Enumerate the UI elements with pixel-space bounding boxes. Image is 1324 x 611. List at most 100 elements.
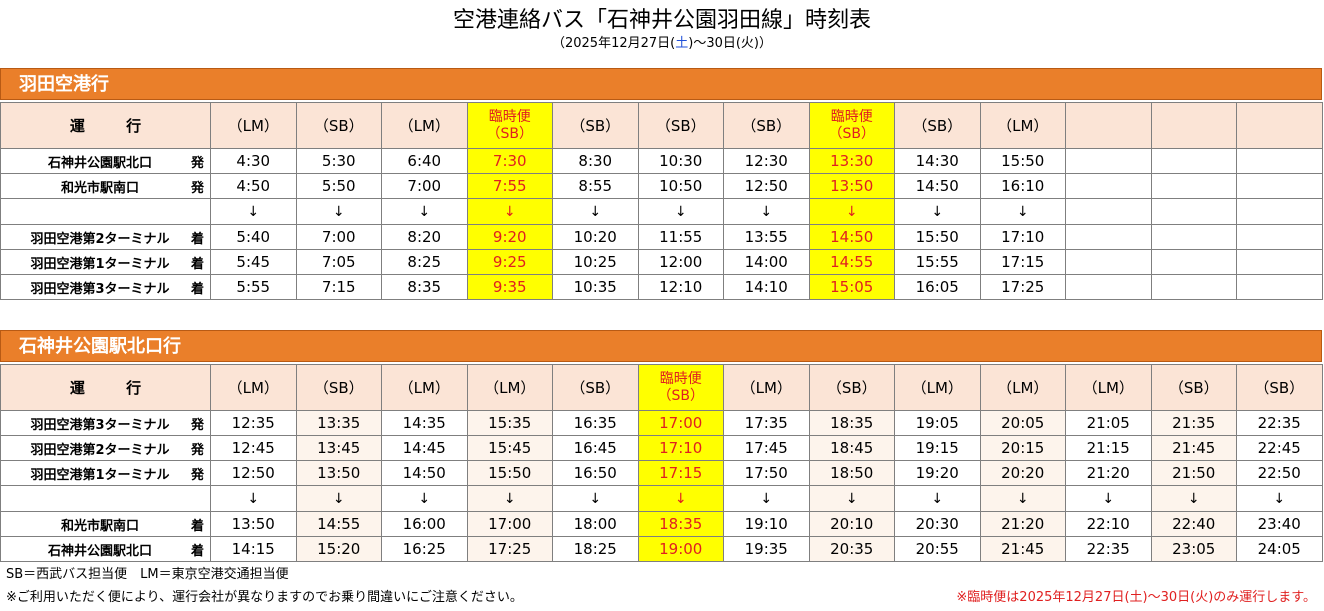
time-cell: 21:20 [979, 511, 1066, 537]
stop-name: 着羽田空港第3ターミナル [0, 274, 211, 300]
time-cell: 15:35 [466, 410, 553, 436]
time-cell: ↓ [466, 198, 553, 225]
time-cell: ↓ [723, 485, 810, 512]
time-cell: 14:45 [381, 435, 468, 461]
time-cell: ↓ [979, 198, 1066, 225]
time-cell: 15:45 [466, 435, 553, 461]
time-cell: 15:55 [894, 249, 981, 275]
stop-name: 着和光市駅南口 [0, 511, 211, 537]
table-row: 着石神井公園駅北口 14:15 15:20 16:25 17:25 18:25 19:00 1… [0, 536, 1323, 562]
time-cell: ↓ [381, 198, 468, 225]
arrow-row: ↓ ↓ ↓ ↓ ↓ ↓ ↓ ↓ ↓ ↓ ↓ ↓ ↓ [0, 485, 1323, 512]
time-cell: 10:50 [637, 173, 724, 199]
time-cell: 7:15 [295, 274, 382, 300]
time-cell: 19:15 [894, 435, 981, 461]
time-cell: 16:05 [894, 274, 981, 300]
time-cell: ↓ [1065, 485, 1152, 512]
time-cell: ↓ [552, 485, 639, 512]
time-cell: 20:15 [979, 435, 1066, 461]
table-row: 着和光市駅南口 13:50 14:55 16:00 17:00 18:00 18:35 19:… [0, 511, 1323, 537]
time-cell [1065, 249, 1152, 275]
timetable-haneda: 運 行（LM） （SB） （LM） 臨時便 （SB） （SB） （SB） （SB） 臨時便 （SB… [0, 102, 1323, 300]
time-cell: ↓ [723, 198, 810, 225]
operator-legend: SB＝西武バス担当便 LM＝東京空港交通担当便 [6, 567, 289, 582]
time-cell [1150, 198, 1237, 225]
time-cell: 16:35 [552, 410, 639, 436]
time-cell: 7:30 [466, 148, 553, 174]
time-cell [1236, 249, 1323, 275]
time-cell: 21:15 [1065, 435, 1152, 461]
time-cell: 12:50 [210, 460, 297, 486]
stop-type: 着 [190, 281, 204, 297]
stop-name: 着羽田空港第2ターミナル [0, 224, 211, 250]
operator-header: （SB） [723, 102, 810, 149]
time-cell: 12:00 [637, 249, 724, 275]
time-cell: 19:20 [894, 460, 981, 486]
time-cell: 20:10 [808, 511, 895, 537]
time-cell: ↓ [637, 198, 724, 225]
time-cell: 13:45 [295, 435, 382, 461]
time-cell: 13:30 [808, 148, 895, 174]
time-cell: ↓ [894, 198, 981, 225]
time-cell: 5:40 [210, 224, 297, 250]
time-cell: 9:25 [466, 249, 553, 275]
time-cell: 12:30 [723, 148, 810, 174]
time-cell: 17:25 [979, 274, 1066, 300]
time-cell: 19:05 [894, 410, 981, 436]
time-cell: 22:50 [1236, 460, 1323, 486]
time-cell: ↓ [637, 485, 724, 512]
time-cell: 14:50 [894, 173, 981, 199]
stop-type: 発 [190, 155, 204, 171]
time-cell: 10:25 [552, 249, 639, 275]
time-cell: 8:20 [381, 224, 468, 250]
table-row: 着羽田空港第1ターミナル 5:45 7:05 8:25 9:25 10:25 12:00 14… [0, 249, 1323, 275]
time-cell: ↓ [381, 485, 468, 512]
time-cell: 10:35 [552, 274, 639, 300]
stop-type: 着 [190, 231, 204, 247]
arrow-row: ↓ ↓ ↓ ↓ ↓ ↓ ↓ ↓ ↓ ↓ [0, 198, 1323, 225]
table-row: 着羽田空港第3ターミナル 5:55 7:15 8:35 9:35 10:35 12:10 14… [0, 274, 1323, 300]
operator-header [1065, 102, 1152, 149]
time-cell: 8:55 [552, 173, 639, 199]
stop-name [0, 198, 211, 225]
time-cell: 15:05 [808, 274, 895, 300]
time-cell: ↓ [1150, 485, 1237, 512]
time-cell [1065, 173, 1152, 199]
time-cell: 14:30 [894, 148, 981, 174]
table-row: 発羽田空港第3ターミナル 12:35 13:35 14:35 15:35 16:35 17:… [0, 410, 1323, 436]
time-cell: 21:45 [1150, 435, 1237, 461]
table-row: 発羽田空港第1ターミナル 12:50 13:50 14:50 15:50 16:50 17:… [0, 460, 1323, 486]
operator-header: （LM） [381, 364, 468, 411]
time-cell: 14:50 [808, 224, 895, 250]
stop-name: 発羽田空港第2ターミナル [0, 435, 211, 461]
table-row: 着羽田空港第2ターミナル 5:40 7:00 8:20 9:20 10:20 11:55 13… [0, 224, 1323, 250]
stop-type: 発 [190, 467, 204, 483]
stop-name: 発和光市駅南口 [0, 173, 211, 199]
time-cell: 16:25 [381, 536, 468, 562]
time-cell: 4:30 [210, 148, 297, 174]
operator-header: （SB） [808, 364, 895, 411]
time-cell: 24:05 [1236, 536, 1323, 562]
time-cell: ↓ [466, 485, 553, 512]
time-cell [1236, 148, 1323, 174]
time-cell: 7:05 [295, 249, 382, 275]
time-cell: 17:15 [979, 249, 1066, 275]
operator-header: 臨時便 （SB） [637, 364, 724, 411]
section-title-haneda: 羽田空港行 [0, 68, 1322, 100]
time-cell: 15:20 [295, 536, 382, 562]
special-service-note: ※臨時便は2025年12月27日(土)～30日(火)のみ運行します。 [956, 590, 1316, 605]
time-cell: 13:55 [723, 224, 810, 250]
time-cell: 22:10 [1065, 511, 1152, 537]
time-cell: 18:25 [552, 536, 639, 562]
time-cell [1065, 274, 1152, 300]
time-cell: 17:10 [637, 435, 724, 461]
table-row: 発羽田空港第2ターミナル 12:45 13:45 14:45 15:45 16:45 17:… [0, 435, 1323, 461]
time-cell: 14:50 [381, 460, 468, 486]
time-cell: 17:15 [637, 460, 724, 486]
time-cell: 7:00 [295, 224, 382, 250]
time-cell: 5:45 [210, 249, 297, 275]
date-range: （2025年12月27日(土)～30日(火)） [551, 36, 773, 51]
time-cell: 8:25 [381, 249, 468, 275]
stop-name [0, 485, 211, 512]
time-cell: 22:45 [1236, 435, 1323, 461]
